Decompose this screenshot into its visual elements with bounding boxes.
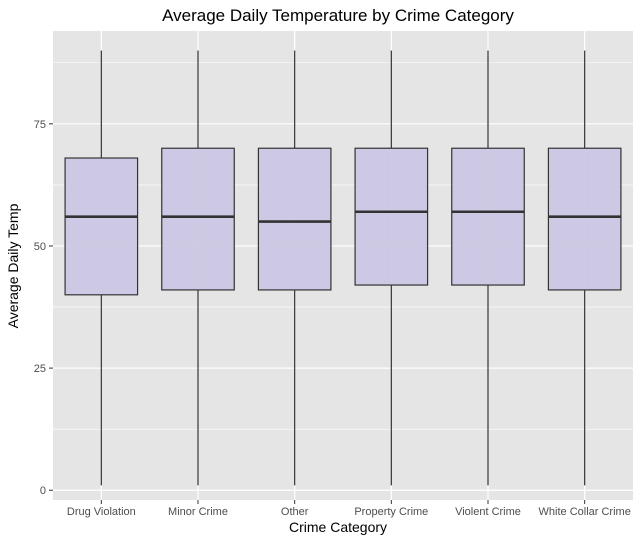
x-tick-label: Property Crime xyxy=(354,506,428,518)
box-0 xyxy=(64,50,139,486)
box-iqr xyxy=(257,147,332,291)
y-tick-label: 25 xyxy=(34,363,46,375)
y-tick-label: 75 xyxy=(34,119,46,131)
x-tick-label: Drug Violation xyxy=(67,506,136,518)
y-tick-label: 0 xyxy=(40,485,46,497)
box-1 xyxy=(161,50,235,486)
minor-gridlines xyxy=(53,62,633,430)
x-axis: Drug Violation Minor Crime Other Property C… xyxy=(67,500,631,518)
y-axis: 0 25 50 75 xyxy=(34,119,53,497)
x-tick-label: White Collar Crime xyxy=(539,506,631,518)
x-tick-label: Violent Crime xyxy=(455,506,521,518)
box-iqr xyxy=(547,147,622,291)
box-iqr xyxy=(64,157,139,296)
box-5 xyxy=(547,50,622,486)
box-iqr xyxy=(161,147,235,291)
x-tick-label: Minor Crime xyxy=(168,506,228,518)
box-iqr xyxy=(354,147,429,286)
boxes xyxy=(64,50,622,486)
box-iqr xyxy=(451,147,525,286)
x-tick-label: Other xyxy=(281,506,309,518)
box-3 xyxy=(354,50,429,486)
y-tick-label: 50 xyxy=(34,241,46,253)
box-4 xyxy=(451,50,525,486)
chart-title: Average Daily Temperature by Crime Categ… xyxy=(162,6,514,25)
plot-panel xyxy=(53,31,633,500)
x-axis-title: Crime Category xyxy=(289,519,387,535)
y-axis-title: Average Daily Temp xyxy=(5,203,21,328)
box-2 xyxy=(257,50,332,486)
